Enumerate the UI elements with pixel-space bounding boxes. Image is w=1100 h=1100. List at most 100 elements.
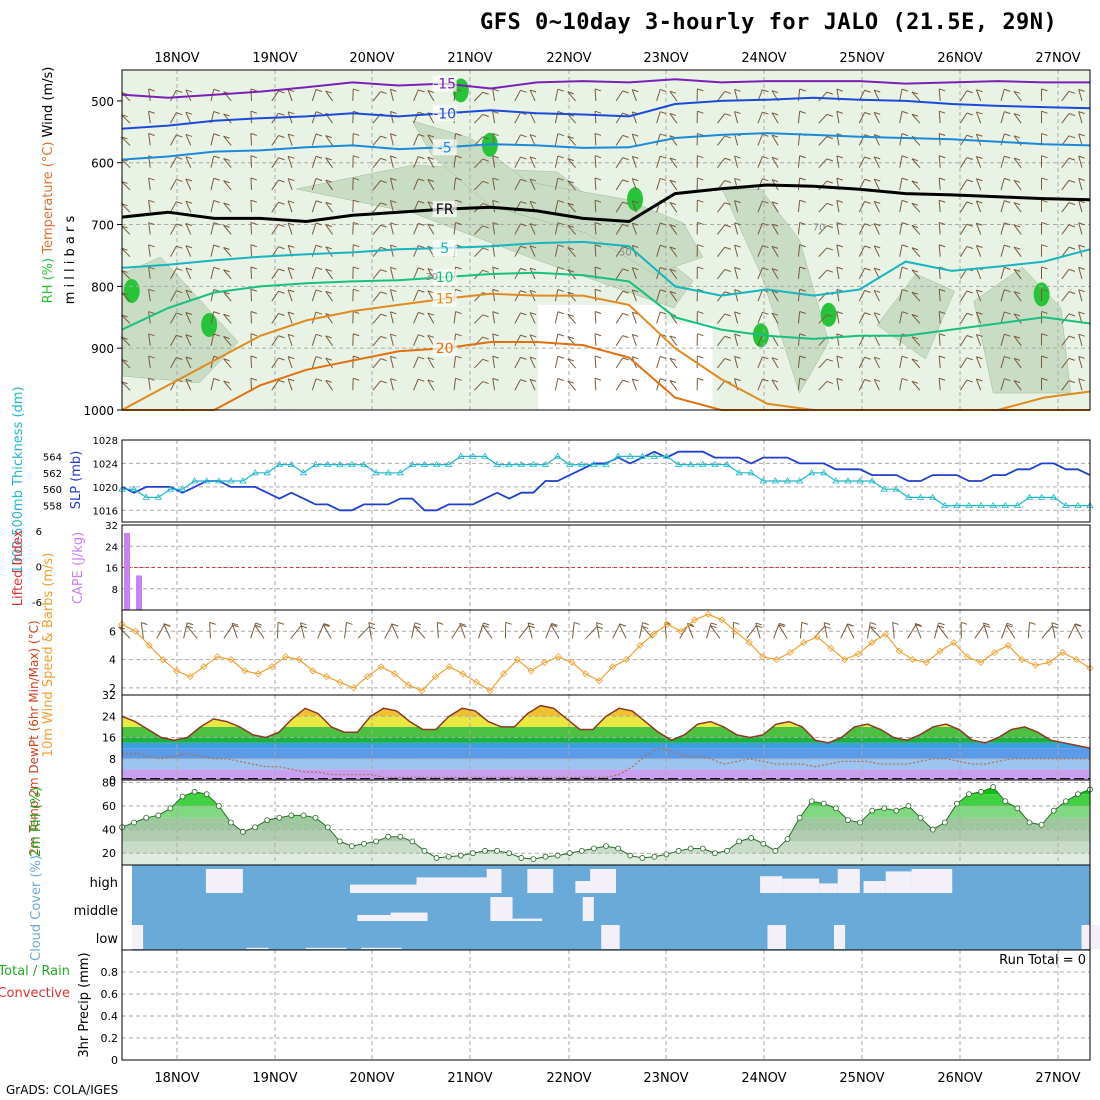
upper-air-wind-barb-feather [659,133,667,137]
upper-air-wind-barb-feather [1013,157,1021,161]
thickness-ylabel: 1000-500mb Thickness (dm) [11,386,26,573]
upper-air-wind-barb [858,112,866,124]
upper-air-wind-barb-feather [874,200,881,204]
upper-air-wind-barb-feather [976,178,983,182]
wind10m-barb [1027,622,1030,639]
upper-air-wind-barb [121,225,131,235]
rh-marker [252,824,259,831]
wind10m-barb-feather [618,623,626,627]
upper-air-wind-barb-feather [223,135,230,139]
wind10m-barb [1051,622,1056,639]
thickness-marker [856,477,864,484]
bottom-date-label: 27NOV [1035,1071,1080,1086]
thickness-marker [396,469,405,476]
upper-air-wind-barb [1013,313,1022,324]
rh-marker [203,791,210,798]
wind10m-barb-feather [1052,625,1059,629]
cloud-level-label: middle [74,904,118,919]
cloud-low-block [246,947,269,949]
upper-air-wind-barb [287,89,293,102]
upper-air-wind-barb-feather [976,334,983,337]
upper-air-wind-barb [389,155,394,168]
upper-air-wind-barb [311,200,317,213]
rh-marker [893,807,900,814]
top-date-label: 22NOV [546,51,591,66]
top-date-label: 19NOV [252,51,297,66]
wind10m-barb-feather [459,622,466,626]
wind10m-barb-feather [1074,623,1081,627]
upper-air-wind-barb [669,135,678,146]
upper-air-wind-barb [210,222,215,235]
upper-air-wind-barb-feather [223,202,230,206]
upper-air-wind-barb-feather [1068,268,1076,272]
upper-air-wind-barb-feather [176,223,183,227]
upper-air-wind-barb-feather [223,313,230,317]
upper-air-wind-barb [223,158,232,168]
wind10m-barb [156,624,166,639]
upper-air-wind-barb-feather [278,290,285,294]
upper-air-wind-barb-feather [826,269,834,273]
upper-air-wind-barb [185,89,192,102]
upper-air-wind-barb [938,177,941,190]
upper-air-wind-barb-feather [529,178,537,182]
upper-air-wind-barb [427,179,435,191]
upper-air-wind-barb [1000,356,1005,369]
upper-air-wind-barb-feather [1013,224,1021,228]
thickness-marker [783,477,792,484]
upper-air-wind-barb [121,136,131,146]
upper-air-wind-barb [960,313,968,324]
rh-marker [469,850,476,857]
upper-air-wind-barb-feather [176,334,183,338]
wind10m-barb-feather [642,622,649,626]
upper-air-wind-barb-feather [213,222,220,226]
upper-air-wind-barb-feather [121,269,128,273]
upper-air-wind-barb-feather [1078,222,1085,226]
upper-air-wind-barb [975,378,982,391]
thickness-marker [263,469,271,476]
wind10m-barb [937,625,949,639]
upper-air-wind-barb [757,223,763,235]
wind10m-marker [813,633,821,641]
thickness-marker [832,477,840,484]
thickness-marker [1049,493,1058,500]
wind10m-barb [846,623,855,639]
upper-air-wind-barb-feather [659,177,667,181]
upper-air-wind-barb-feather [632,289,639,293]
temp-ylabel: 2m Temp 2m DewPt (6hr Min/Max) (°C) [27,620,41,855]
wind10m-marker [1059,648,1067,657]
upper-air-wind-barb-feather [864,201,871,204]
wind10m-barb-feather [1006,622,1014,626]
upper-air-wind-barb [615,179,624,191]
thickness-marker [904,493,913,500]
thickness-marker [275,460,284,468]
upper-air-wind-barb-feather [455,377,462,381]
upper-air-wind-barb-feather [901,355,909,359]
wind10m-barb-feather [527,622,535,626]
upper-air-wind-barb [170,134,177,146]
upper-air-wind-barb [899,356,903,369]
wind10m-barb [384,623,393,639]
upper-air-ytick-label: 800 [91,280,114,294]
upper-air-wind-barb [1013,91,1022,102]
upper-air-wind-barb [975,111,982,124]
upper-air-wind-barb [1013,269,1022,280]
wind10m-marker [1004,641,1012,649]
upper-air-wind-barb-feather [724,358,731,361]
upper-air-wind-barb-feather [734,378,741,382]
wind10m-marker [759,653,767,661]
upper-air-wind-barb [287,156,293,168]
wind10m-marker [404,681,412,689]
upper-air-wind-barb [148,289,151,302]
wind10m-marker [895,647,903,655]
thickness-marker [517,460,526,468]
thickness-marker [360,460,368,468]
upper-air-wind-barb-feather [455,222,462,226]
upper-air-wind-barb-feather [492,222,499,226]
upper-air-wind-barb [325,291,333,302]
upper-air-wind-barb [223,291,232,302]
wind10m-barb [813,626,825,639]
upper-air-wind-barb-feather [697,88,704,92]
upper-air-wind-barb [631,312,637,324]
thickness-marker [432,460,441,468]
upper-air-wind-barb [1061,358,1070,369]
